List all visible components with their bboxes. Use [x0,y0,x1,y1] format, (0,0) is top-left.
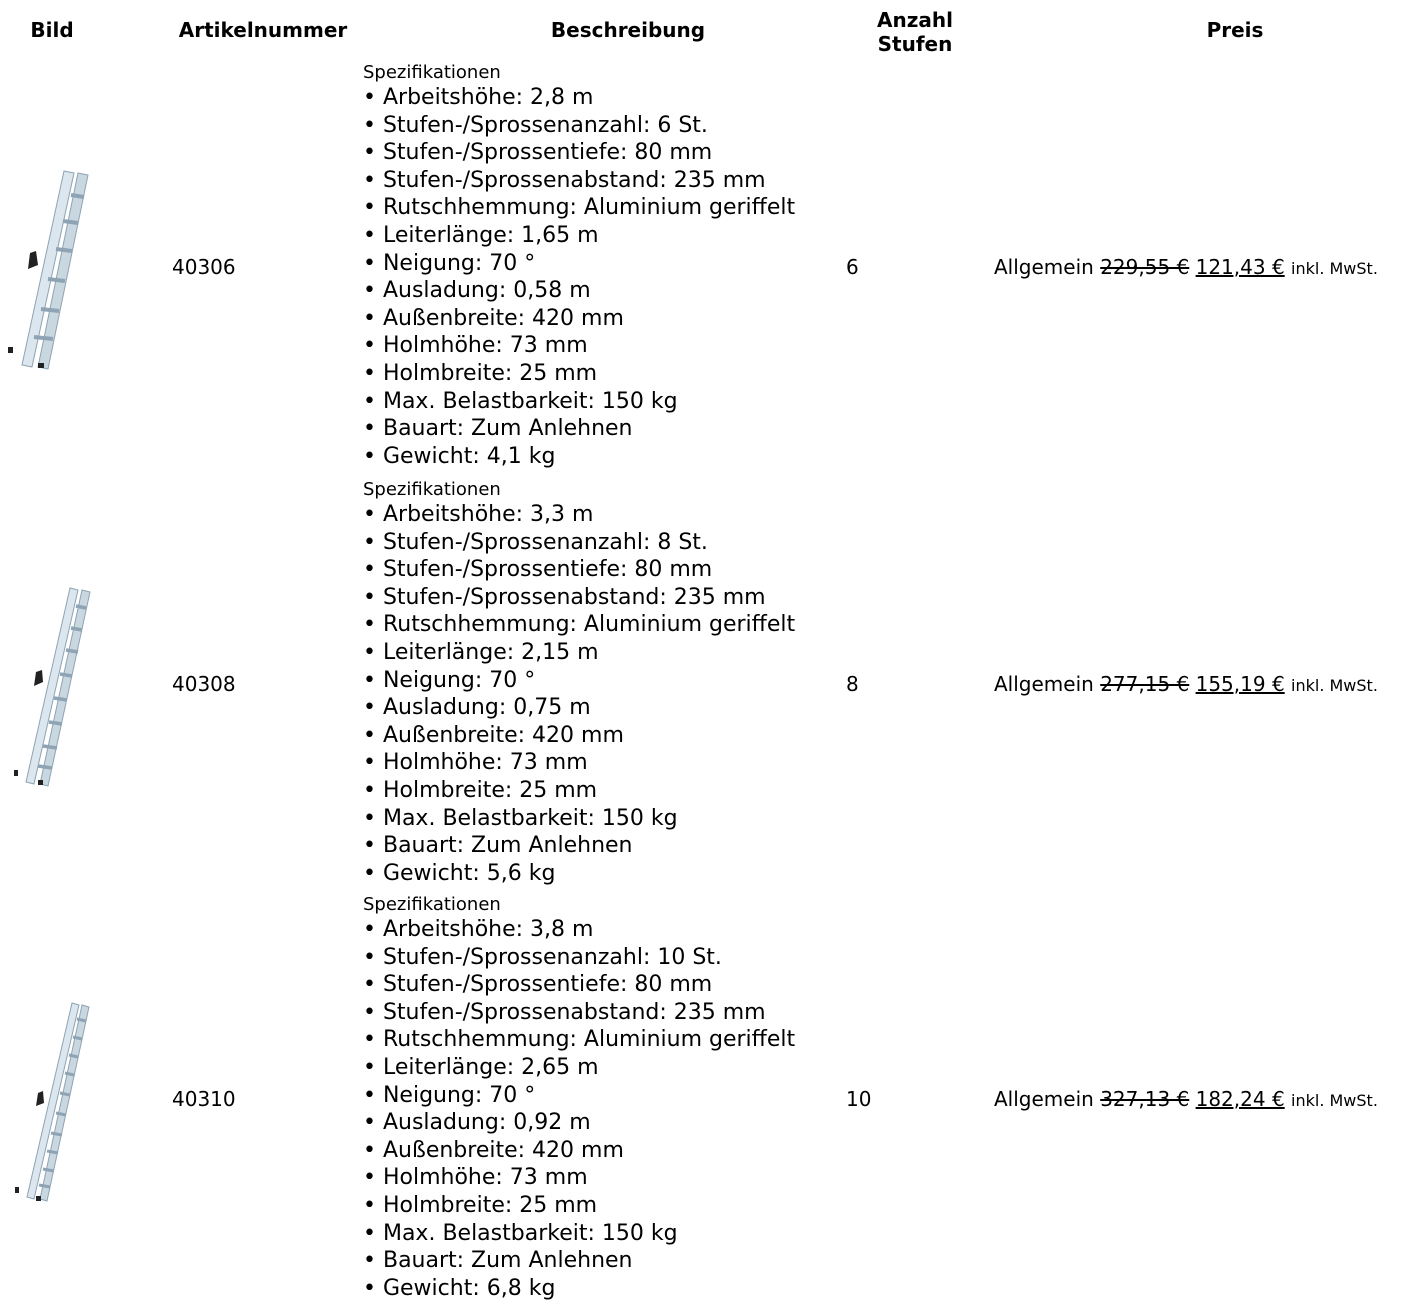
spec-item: • Leiterlänge: 1,65 m [363,222,599,248]
spec-item: • Holmbreite: 25 mm [363,777,598,803]
header-anzahl-line2: Stufen [877,32,953,56]
spec-item: • Arbeitshöhe: 2,8 m [363,85,594,110]
artikelnummer: 40308 [172,672,236,696]
price-group: Allgemein [994,672,1094,696]
spec-item: • Stufen-/Sprossenabstand: 235 mm [363,584,766,610]
spec-item: • Leiterlänge: 2,65 m [363,1054,599,1080]
spec-item: • Holmhöhe: 73 mm [363,750,588,776]
spec-item: • Holmbreite: 25 mm [363,360,598,386]
spec-item: • Stufen-/Sprossentiefe: 80 mm [363,140,713,166]
spec-item: • Gewicht: 5,6 kg [363,860,556,886]
spec-item: • Holmhöhe: 73 mm [363,333,588,359]
spec-item: • Bauart: Zum Anlehnen [363,416,633,442]
spec-item: • Neigung: 70 ° [363,667,536,693]
spec-item: • Außenbreite: 420 mm [363,305,624,331]
spec-item: • Max. Belastbarkeit: 150 kg [363,805,678,831]
beschreibung: Spezifikationen • Arbeitshöhe: 3,3 m • S… [363,479,843,887]
anzahl-stufen: 10 [846,1087,872,1111]
spec-title: Spezifikationen [363,894,501,915]
spec-item: • Max. Belastbarkeit: 150 kg [363,388,678,414]
table-row: 40310 Spezifikationen • Arbeitshöhe: 3,8… [0,894,1424,1310]
spec-item: • Ausladung: 0,92 m [363,1110,591,1136]
artikelnummer: 40306 [172,255,236,279]
spec-item: • Neigung: 70 ° [363,1082,536,1108]
old-price: 327,13 € [1100,1087,1190,1111]
spec-item: • Stufen-/Sprossenanzahl: 6 St. [363,112,708,138]
header-anzahl-stufen: Anzahl Stufen [860,8,970,56]
spec-item: • Neigung: 70 ° [363,250,536,276]
spec-item: • Rutschhemmung: Aluminium geriffelt [363,612,796,638]
spec-item: • Ausladung: 0,58 m [363,278,591,304]
spec-item: • Gewicht: 6,8 kg [363,1275,556,1301]
header-artikelnummer: Artikelnummer [178,18,348,42]
anzahl-stufen: 8 [846,672,859,696]
spec-item: • Max. Belastbarkeit: 150 kg [363,1220,678,1246]
header-preis: Preis [1206,18,1264,42]
old-price: 229,55 € [1100,255,1190,279]
preis: Allgemein 327,13 € 182,24 € inkl. MwSt. [994,1087,1378,1113]
tax-note: inkl. MwSt. [1291,259,1378,278]
spec-item: • Holmhöhe: 73 mm [363,1165,588,1191]
spec-item: • Ausladung: 0,75 m [363,695,591,721]
preis: Allgemein 229,55 € 121,43 € inkl. MwSt. [994,255,1378,281]
spec-item: • Bauart: Zum Anlehnen [363,1248,633,1274]
anzahl-stufen: 6 [846,255,859,279]
spec-item: • Holmbreite: 25 mm [363,1192,598,1218]
beschreibung: Spezifikationen • Arbeitshöhe: 3,8 m • S… [363,894,843,1302]
price-group: Allgemein [994,255,1094,279]
spec-item: • Außenbreite: 420 mm [363,722,624,748]
spec-list: • Arbeitshöhe: 3,3 m • Stufen-/Sprossena… [363,501,843,887]
ladder-image[interactable] [0,167,110,372]
price-group: Allgemein [994,1087,1094,1111]
spec-title: Spezifikationen [363,479,501,500]
spec-item: • Gewicht: 4,1 kg [363,443,556,469]
header-anzahl-line1: Anzahl [877,8,953,32]
tax-note: inkl. MwSt. [1291,676,1378,695]
ladder-image[interactable] [0,584,110,789]
spec-item: • Leiterlänge: 2,15 m [363,639,599,665]
spec-item: • Außenbreite: 420 mm [363,1137,624,1163]
beschreibung: Spezifikationen • Arbeitshöhe: 2,8 m • S… [363,62,843,470]
spec-item: • Stufen-/Sprossentiefe: 80 mm [363,557,713,583]
header-bild: Bild [30,18,74,42]
old-price: 277,15 € [1100,672,1190,696]
spec-item: • Rutschhemmung: Aluminium geriffelt [363,195,796,221]
spec-item: • Rutschhemmung: Aluminium geriffelt [363,1027,796,1053]
spec-title: Spezifikationen [363,62,501,83]
ladder-image[interactable] [0,999,110,1204]
spec-item: • Stufen-/Sprossenabstand: 235 mm [363,999,766,1025]
spec-item: • Arbeitshöhe: 3,8 m [363,917,594,942]
spec-item: • Stufen-/Sprossenanzahl: 10 St. [363,944,722,970]
spec-list: • Arbeitshöhe: 2,8 m • Stufen-/Sprossena… [363,84,843,470]
spec-list: • Arbeitshöhe: 3,8 m • Stufen-/Sprossena… [363,916,843,1302]
preis: Allgemein 277,15 € 155,19 € inkl. MwSt. [994,672,1378,698]
new-price[interactable]: 155,19 € [1195,672,1285,696]
table-row: 40308 Spezifikationen • Arbeitshöhe: 3,3… [0,479,1424,895]
spec-item: • Arbeitshöhe: 3,3 m [363,502,594,527]
new-price[interactable]: 182,24 € [1195,1087,1285,1111]
spec-item: • Stufen-/Sprossentiefe: 80 mm [363,972,713,998]
spec-item: • Stufen-/Sprossenanzahl: 8 St. [363,529,708,555]
header-beschreibung: Beschreibung [550,18,706,42]
tax-note: inkl. MwSt. [1291,1091,1378,1110]
artikelnummer: 40310 [172,1087,236,1111]
spec-item: • Stufen-/Sprossenabstand: 235 mm [363,167,766,193]
new-price[interactable]: 121,43 € [1195,255,1285,279]
table-row: 40306 Spezifikationen • Arbeitshöhe: 2,8… [0,62,1424,478]
spec-item: • Bauart: Zum Anlehnen [363,833,633,859]
